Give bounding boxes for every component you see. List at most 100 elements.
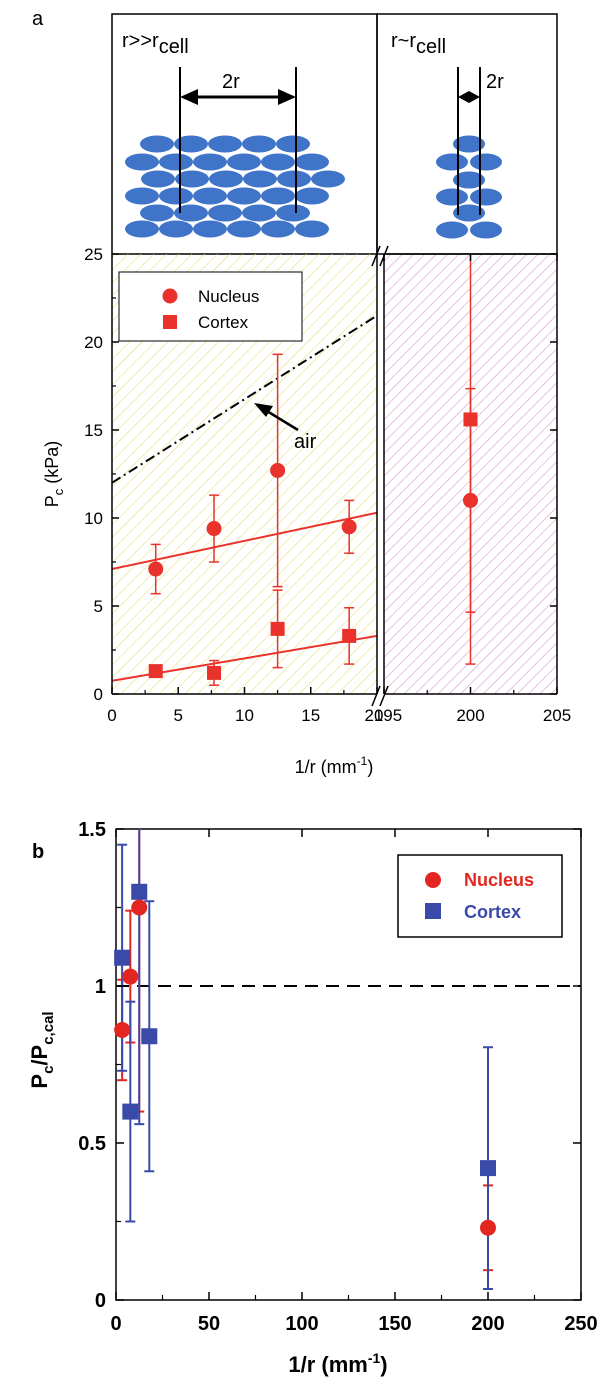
- cell-ellipse: [159, 187, 193, 205]
- cell-ellipse: [174, 204, 208, 222]
- air-reference-line: [111, 314, 378, 484]
- cell-ellipse: [125, 220, 159, 238]
- cell-ellipse: [193, 220, 227, 238]
- cell-ellipse: [311, 170, 345, 188]
- cell-ellipse: [174, 135, 208, 153]
- point-cortex: [342, 628, 357, 643]
- cell-ellipse: [159, 220, 193, 238]
- x-tick-label: 10: [235, 706, 254, 725]
- cell-ellipse: [436, 188, 468, 206]
- axis-ticks-b: 0 50 100 150 200 250 0 0.5 1 1.5: [78, 819, 598, 1335]
- cell-ellipse: [295, 153, 329, 171]
- legend-label-nucleus: Nucleus: [198, 287, 259, 306]
- x-tick-label: 0: [107, 706, 116, 725]
- cell-ellipse: [140, 135, 174, 153]
- legend-marker-nucleus: [162, 288, 178, 304]
- cell-ellipse: [141, 170, 175, 188]
- x-tick-label: 205: [543, 706, 571, 725]
- data-points: [148, 254, 478, 686]
- point-cortex: [480, 1160, 496, 1177]
- legend-marker-nucleus: [425, 872, 441, 888]
- x-tick-label: 195: [374, 706, 402, 725]
- x-tick-label: 20: [365, 706, 384, 725]
- point-cortex: [122, 1103, 139, 1120]
- point-cortex: [114, 949, 131, 966]
- y-tick-label: 0: [95, 1290, 106, 1312]
- cell-ellipse: [470, 153, 502, 171]
- x-tick-label: 15: [301, 706, 320, 725]
- cell-array-small: [436, 135, 502, 239]
- x-tick-label: 250: [564, 1313, 597, 1335]
- cell-ellipse: [227, 187, 261, 205]
- legend-marker-cortex: [425, 903, 441, 919]
- cell-ellipse: [453, 204, 485, 222]
- cell-ellipse: [295, 220, 329, 238]
- legend-label-nucleus: Nucleus: [464, 870, 534, 890]
- legend-b: Nucleus Cortex: [397, 854, 563, 938]
- cell-ellipse: [261, 187, 295, 205]
- dim-label-left: 2r: [222, 71, 240, 93]
- legend-label-cortex: Cortex: [464, 902, 521, 922]
- legend-box-a: [118, 271, 303, 342]
- cell-ellipse: [175, 170, 209, 188]
- point-nucleus: [270, 462, 286, 478]
- cell-ellipse: [193, 153, 227, 171]
- cell-ellipse: [295, 187, 329, 205]
- y-tick-label: 0: [94, 685, 103, 704]
- point-nucleus: [114, 1021, 131, 1038]
- air-arrow-head-icon: [254, 403, 273, 417]
- point-cortex: [148, 664, 163, 679]
- cell-ellipse: [453, 171, 485, 189]
- cell-ellipse: [125, 187, 159, 205]
- point-cortex: [463, 412, 478, 427]
- legend-a: Nucleus Cortex: [118, 271, 303, 342]
- y-axis-label-b: Pc/Pc,cal: [27, 1011, 57, 1088]
- cell-ellipse: [242, 135, 276, 153]
- y-axis-label-a: Pc (kPa): [42, 441, 66, 508]
- cell-ellipse: [227, 153, 261, 171]
- x-axis-label-a: 1/r (mm-1): [295, 754, 374, 777]
- x-tick-label: 5: [174, 706, 183, 725]
- arrow-head-small-right-icon: [469, 91, 480, 103]
- cell-ellipse: [208, 135, 242, 153]
- y-tick-label: 5: [94, 597, 103, 616]
- x-tick-label: 0: [110, 1313, 121, 1335]
- cell-ellipse: [453, 135, 485, 153]
- point-nucleus: [206, 521, 222, 537]
- cell-ellipse: [242, 204, 276, 222]
- break-mark-bottom: [371, 685, 389, 707]
- point-nucleus: [122, 968, 139, 985]
- data-points-b: [114, 829, 496, 1291]
- x-axis-label-b: 1/r (mm-1): [288, 1350, 387, 1377]
- panel-b-label: b: [32, 841, 44, 863]
- cell-ellipse: [436, 221, 468, 239]
- cell-ellipse: [276, 204, 310, 222]
- schematic: r>>rcell r~rcell 2r 2r: [111, 13, 558, 255]
- cell-array-large: [125, 135, 345, 238]
- y-tick-label: 1.5: [78, 819, 106, 841]
- cell-ellipse: [470, 221, 502, 239]
- cell-ellipse: [208, 204, 242, 222]
- y-tick-label: 25: [84, 245, 103, 264]
- annotation-air: air: [294, 431, 317, 453]
- cell-ellipse: [470, 188, 502, 206]
- point-cortex: [141, 1028, 158, 1045]
- chart-b: 0 50 100 150 200 250 0 0.5 1 1.5 Nucleus Cortex Pc…: [27, 819, 598, 1377]
- arrow-head-small-left-icon: [458, 91, 469, 103]
- point-nucleus: [148, 561, 164, 577]
- cell-ellipse: [125, 153, 159, 171]
- cell-ellipse: [227, 220, 261, 238]
- x-tick-label: 200: [471, 1313, 504, 1335]
- legend-label-cortex: Cortex: [198, 313, 249, 332]
- legend-marker-cortex: [163, 315, 177, 329]
- point-cortex: [131, 883, 148, 900]
- x-tick-label: 200: [456, 706, 484, 725]
- cell-ellipse: [243, 170, 277, 188]
- y-tick-label: 10: [84, 509, 103, 528]
- cell-ellipse: [209, 170, 243, 188]
- arrow-head-left-icon: [180, 89, 198, 105]
- cell-ellipse: [261, 220, 295, 238]
- point-nucleus: [131, 899, 148, 916]
